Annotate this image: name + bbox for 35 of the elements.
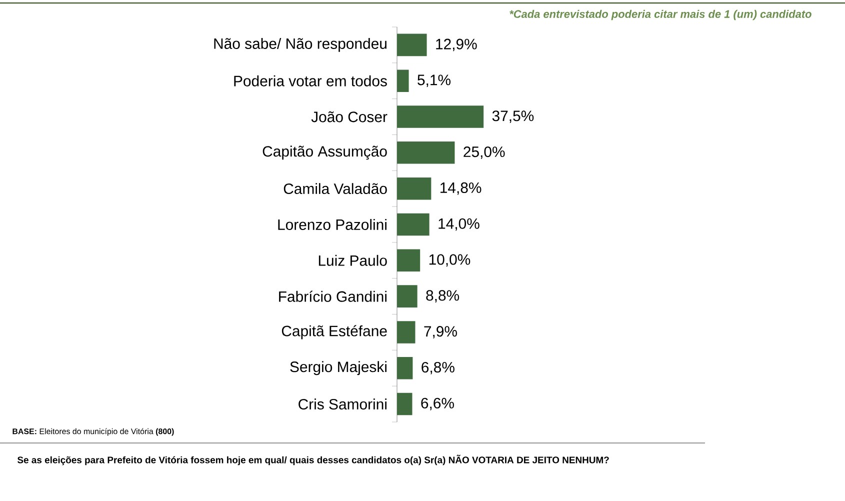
data-label: 14,0% bbox=[438, 218, 480, 231]
bar bbox=[397, 356, 413, 380]
y-tick-label: Sergio Majeski bbox=[290, 361, 386, 376]
bar bbox=[397, 142, 455, 164]
bar bbox=[397, 70, 409, 92]
bar bbox=[397, 106, 484, 128]
bar bbox=[397, 34, 427, 56]
data-label: 10,0% bbox=[429, 254, 470, 267]
y-tick-label: Luiz Paulo bbox=[318, 254, 387, 266]
data-label: 14,8% bbox=[440, 182, 482, 195]
data-label: 12,9% bbox=[436, 38, 477, 52]
data-label: 5,1% bbox=[418, 74, 451, 87]
data-label: 25,0% bbox=[464, 146, 505, 159]
y-tick-label: Não sabe/ Não respondeu bbox=[214, 38, 386, 52]
bar bbox=[397, 321, 416, 344]
y-tick-label: Poderia votar em todos bbox=[234, 75, 387, 86]
data-label: 8,8% bbox=[426, 290, 460, 302]
bar bbox=[397, 177, 432, 200]
data-label: 7,9% bbox=[424, 326, 457, 338]
y-tick-label: Fabrício Gandini bbox=[279, 290, 386, 302]
bar bbox=[397, 285, 418, 308]
y-tick-label: Capitão Assumção bbox=[262, 146, 387, 160]
data-label: 37,5% bbox=[492, 110, 534, 123]
data-label: 6,8% bbox=[422, 362, 454, 374]
text: Se as eleições para Prefeito de Vitória fossem hoje em qual/ quais desses candidatos o(a) Sr(a) NÃO VOTARIA DE JEITO NENHUM? bbox=[17, 454, 609, 466]
data-label: 6,6% bbox=[421, 398, 454, 410]
bar bbox=[397, 392, 412, 416]
bar bbox=[397, 213, 430, 236]
y-tick-label: Lorenzo Pazolini bbox=[278, 219, 386, 230]
text: *Cada entrevistado poderia citar mais de 1 (um) candidato bbox=[510, 10, 812, 20]
bar bbox=[397, 249, 420, 272]
y-tick-label: Camila Valadão bbox=[284, 183, 387, 194]
y-tick-label: Capitã Estéfane bbox=[282, 325, 387, 340]
y-tick-label: João Coser bbox=[311, 111, 388, 122]
y-tick-label: Cris Samorini bbox=[298, 398, 386, 410]
